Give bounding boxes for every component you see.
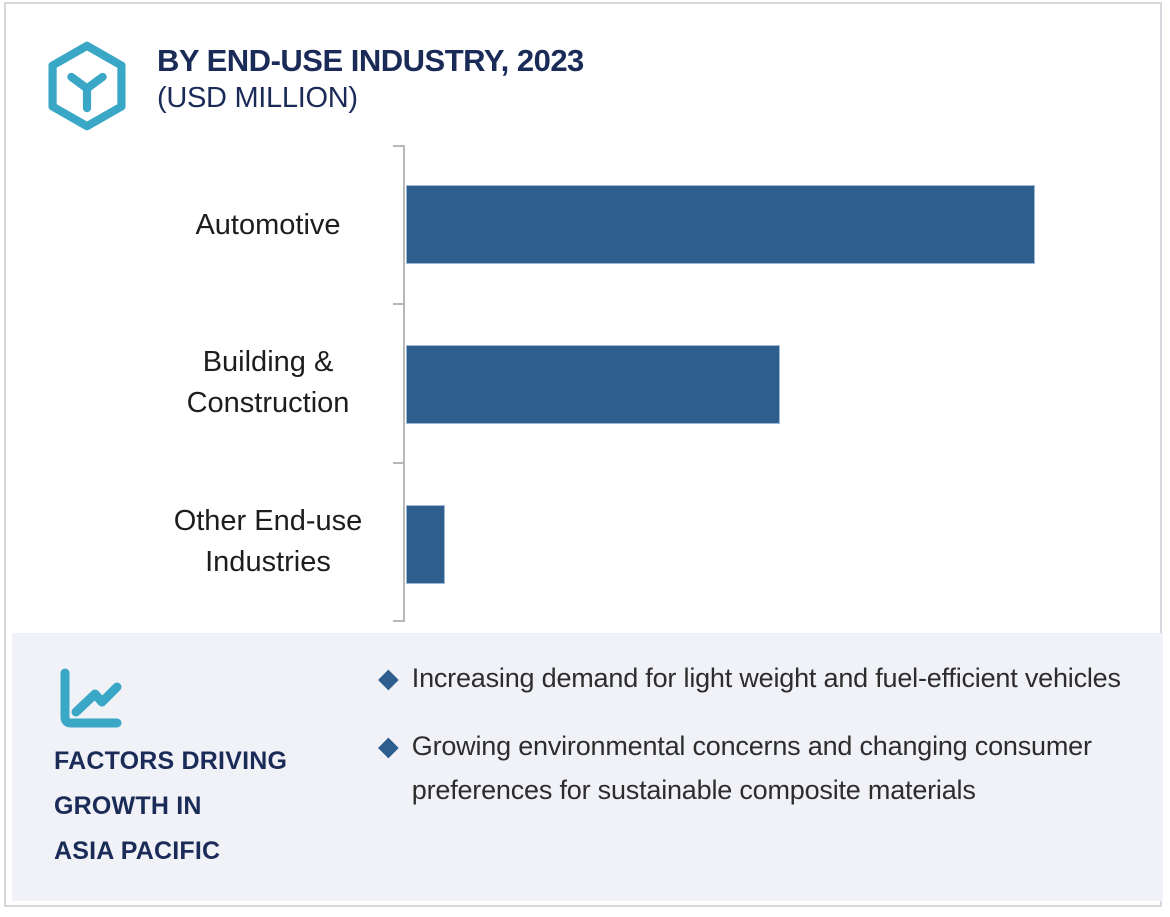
- axis-tick: [393, 145, 403, 147]
- bar-automotive: [406, 185, 1035, 264]
- bullet-item: ◆ Increasing demand for light weight and…: [378, 656, 1148, 700]
- factors-heading: FACTORS DRIVING GROWTH IN ASIA PACIFIC: [54, 747, 288, 865]
- bar-chart: Automotive Building & Construction Other…: [6, 4, 1160, 634]
- factors-panel: FACTORS DRIVING GROWTH IN ASIA PACIFIC ◆…: [12, 633, 1163, 901]
- hexagon-y-brand-icon: [48, 41, 126, 131]
- bar-other-end-use: [406, 505, 445, 584]
- diamond-bullet-icon: ◆: [378, 663, 399, 693]
- axis-tick: [393, 620, 403, 622]
- title-block: BY END-USE INDUSTRY, 2023 (USD MILLION): [157, 42, 584, 116]
- bullet-item: ◆ Growing environmental concerns and cha…: [378, 724, 1148, 812]
- axis-tick: [393, 303, 403, 305]
- bar-building-construction: [406, 345, 780, 424]
- line-chart-icon: [60, 668, 122, 728]
- category-axis-line: [403, 145, 405, 622]
- category-label-automotive: Automotive: [195, 208, 341, 241]
- category-label-other-end-use: Other End-use Industries: [173, 505, 363, 578]
- category-label-building-construction: Building & Construction: [186, 346, 350, 419]
- factors-bullet-list: ◆ Increasing demand for light weight and…: [378, 656, 1148, 836]
- axis-tick: [393, 462, 403, 464]
- header: BY END-USE INDUSTRY, 2023 (USD MILLION): [6, 4, 1160, 144]
- bar-track: [406, 345, 1152, 424]
- infographic-card: BY END-USE INDUSTRY, 2023 (USD MILLION) …: [4, 2, 1163, 907]
- bullet-text: Growing environmental concerns and chang…: [411, 731, 1092, 805]
- diamond-bullet-icon: ◆: [378, 731, 399, 761]
- bar-track: [406, 185, 1152, 264]
- chart-title: BY END-USE INDUSTRY, 2023: [157, 43, 584, 78]
- bar-track: [406, 505, 1152, 584]
- chart-subtitle: (USD MILLION): [157, 82, 358, 114]
- bullet-text: Increasing demand for light weight and f…: [411, 663, 1121, 693]
